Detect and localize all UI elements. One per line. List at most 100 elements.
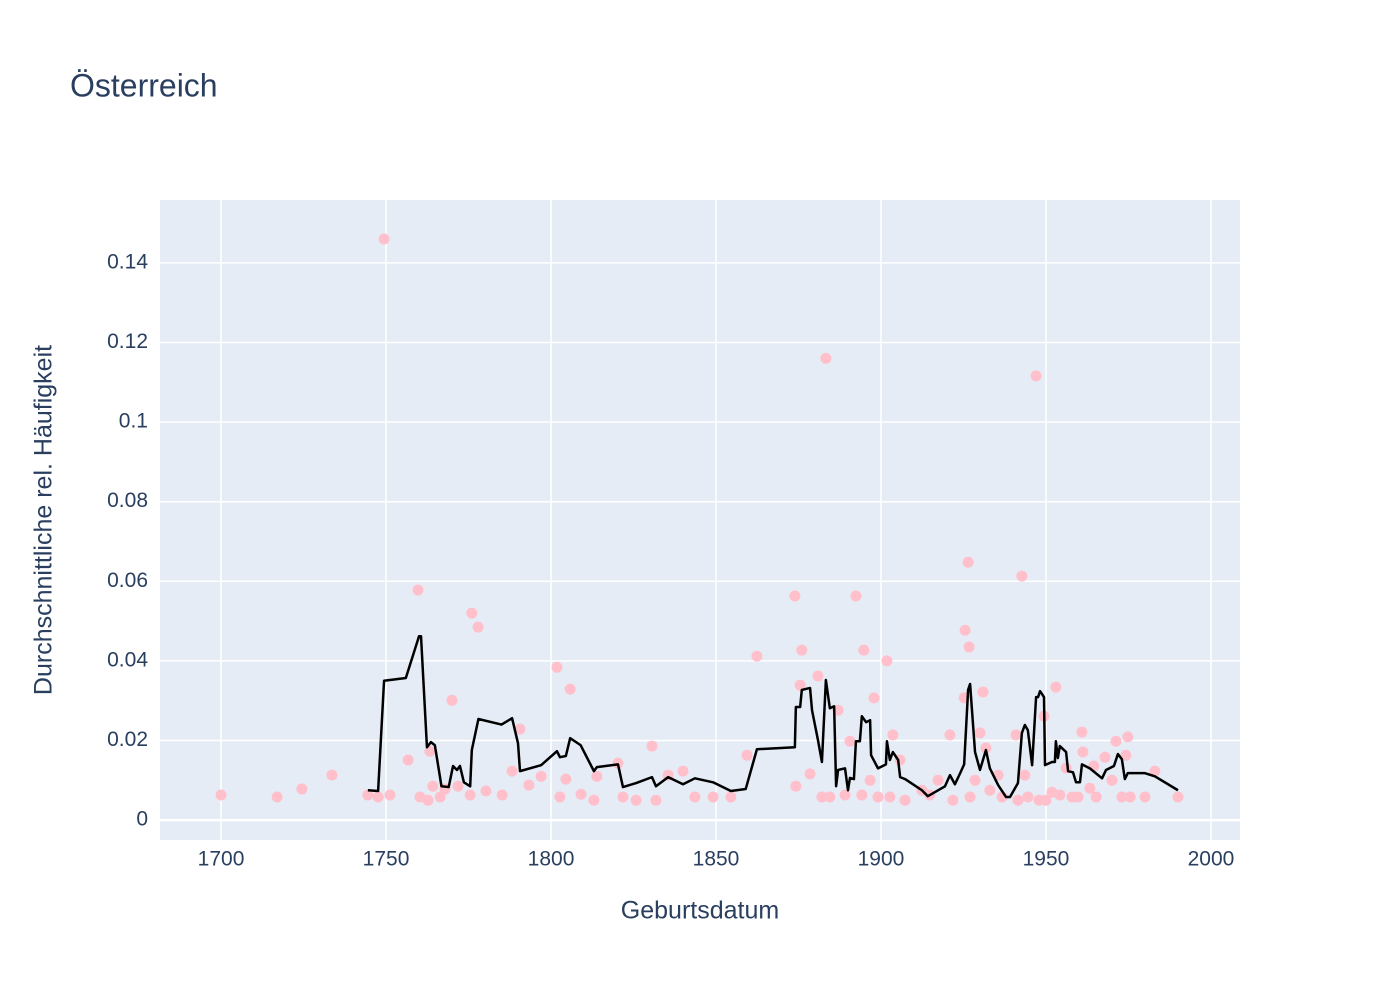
y-tick-label: 0 (136, 808, 148, 831)
data-point (944, 729, 956, 741)
data-point (725, 791, 737, 803)
data-point (751, 650, 763, 662)
y-tick-label: 0.06 (107, 569, 148, 592)
data-point (466, 607, 478, 619)
data-point (1076, 726, 1088, 738)
data-point (820, 352, 832, 364)
data-point (402, 754, 414, 766)
data-point (980, 742, 992, 754)
data-point (1054, 789, 1066, 801)
data-point (1077, 746, 1089, 758)
plot-area (160, 200, 1240, 840)
data-point (790, 780, 802, 792)
data-point (434, 791, 446, 803)
data-point (868, 692, 880, 704)
data-point (796, 644, 808, 656)
data-point (362, 789, 374, 801)
data-point (1010, 729, 1022, 741)
data-point (1022, 791, 1034, 803)
data-point (480, 785, 492, 797)
data-point (1172, 791, 1184, 803)
data-point (1110, 735, 1122, 747)
data-point (378, 233, 390, 245)
data-point (412, 584, 424, 596)
data-point (974, 727, 986, 739)
data-point (422, 794, 434, 806)
x-tick-label: 1800 (528, 848, 575, 871)
data-point (1149, 765, 1161, 777)
y-axis-label: Durchschnittliche rel. Häufigkeit (30, 345, 58, 695)
data-point (446, 694, 458, 706)
data-point (271, 791, 283, 803)
data-point (1099, 751, 1111, 763)
data-point (630, 794, 642, 806)
data-point (881, 655, 893, 667)
data-point (858, 644, 870, 656)
data-point (856, 789, 868, 801)
x-tick-label: 1700 (198, 848, 245, 871)
data-point (947, 794, 959, 806)
data-point (872, 791, 884, 803)
data-point (959, 624, 971, 636)
y-tick-label: 0.14 (107, 250, 148, 273)
data-point (962, 556, 974, 568)
data-point (535, 770, 547, 782)
data-point (464, 789, 476, 801)
data-point (424, 745, 436, 757)
data-point (1012, 794, 1024, 806)
x-tick-label: 1750 (363, 848, 410, 871)
x-tick-label: 1950 (1023, 848, 1070, 871)
data-point (963, 641, 975, 653)
data-point (575, 788, 587, 800)
data-point (794, 679, 806, 691)
data-point (296, 783, 308, 795)
data-point (646, 740, 658, 752)
data-point (496, 789, 508, 801)
data-point (932, 774, 944, 786)
data-point (824, 791, 836, 803)
data-point (591, 770, 603, 782)
data-point (1124, 791, 1136, 803)
data-point (372, 791, 384, 803)
data-point (1084, 782, 1096, 794)
line (367, 634, 1179, 799)
data-point (850, 590, 862, 602)
data-point (844, 735, 856, 747)
data-point (741, 749, 753, 761)
data-point (1090, 791, 1102, 803)
y-tick-label: 0.08 (107, 489, 148, 512)
x-tick-label: 2000 (1188, 848, 1235, 871)
data-point (1050, 681, 1062, 693)
data-point (1030, 370, 1042, 382)
data-point (472, 621, 484, 633)
data-point (554, 791, 566, 803)
data-point (1116, 791, 1128, 803)
data-point (560, 773, 572, 785)
data-point (677, 765, 689, 777)
data-point (514, 723, 526, 735)
data-point (427, 780, 439, 792)
data-point (804, 768, 816, 780)
data-point (1120, 749, 1132, 761)
data-point (984, 784, 996, 796)
data-point (977, 686, 989, 698)
data-point (551, 661, 563, 673)
y-tick-label: 0.12 (107, 330, 148, 353)
data-point (1072, 791, 1084, 803)
data-point (964, 791, 976, 803)
data-point (452, 780, 464, 792)
data-point (384, 789, 396, 801)
data-point (1040, 794, 1052, 806)
x-tick-label: 1900 (858, 848, 905, 871)
y-tick-label: 0.02 (107, 728, 148, 751)
data-point (326, 769, 338, 781)
data-point (215, 789, 227, 801)
y-tick-label: 0.1 (119, 410, 148, 433)
data-point (1106, 774, 1118, 786)
data-point (1019, 769, 1031, 781)
data-point (864, 774, 876, 786)
y-tick-label: 0.04 (107, 648, 148, 671)
x-tick-label: 1850 (693, 848, 740, 871)
data-point (899, 794, 911, 806)
